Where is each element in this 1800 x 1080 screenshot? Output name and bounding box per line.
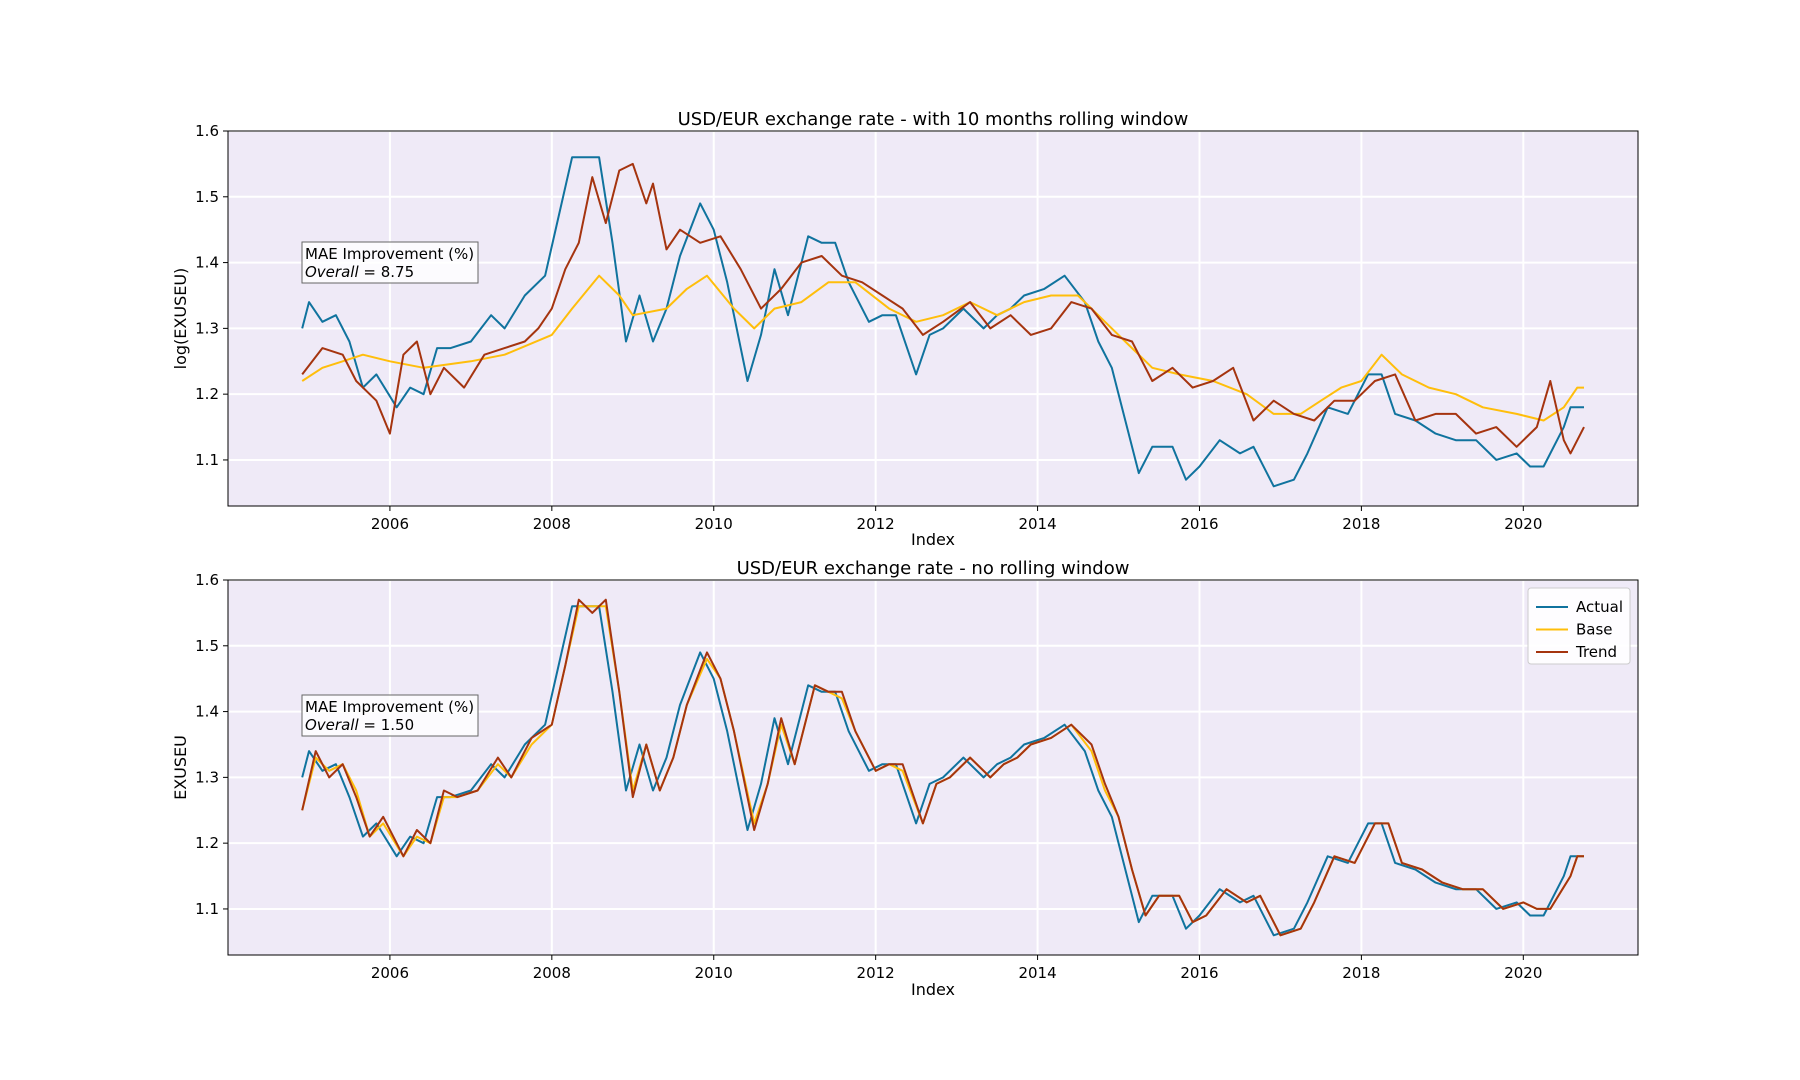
x-tick-label: 2008: [533, 964, 571, 982]
chart-title: USD/EUR exchange rate - no rolling windo…: [737, 558, 1130, 579]
y-tick-label: 1.3: [195, 768, 219, 786]
plot-frame: [227, 130, 1639, 507]
x-tick-label: 2020: [1504, 515, 1542, 533]
y-tick-label: 1.2: [195, 834, 219, 852]
x-tick-label: 2016: [1180, 964, 1218, 982]
x-axis-label: Index: [911, 530, 955, 549]
x-tick-label: 2018: [1342, 515, 1380, 533]
plot-frame: [227, 579, 1639, 956]
y-tick-label: 1.5: [195, 637, 219, 655]
annotation-line2: Overall = 1.50: [305, 716, 414, 734]
series-line-trend: [301, 162, 1585, 455]
y-tick-label: 1.3: [195, 319, 219, 337]
x-tick-label: 2008: [533, 515, 571, 533]
chart-panel-2: 2006 2008 2010 2012 2014 2016 2018 2020 1.1 1.2 1.…: [171, 558, 1639, 999]
y-tick-label: 1.4: [195, 703, 219, 721]
mae-annotation: MAE Improvement (%)Overall = 8.75: [301, 241, 479, 284]
x-tick-label: 2010: [695, 964, 733, 982]
annotation-box: [301, 694, 479, 737]
y-axis-label: log(EXUSEU): [171, 268, 190, 370]
chart-title: USD/EUR exchange rate - with 10 months r…: [678, 109, 1189, 130]
x-tick-label: 2006: [371, 964, 409, 982]
legend: Actual Base Trend: [1527, 587, 1631, 665]
annotation-label: Overall: [305, 263, 359, 281]
annotation-box: [301, 241, 479, 284]
mae-annotation: MAE Improvement (%)Overall = 1.50: [301, 694, 479, 737]
y-axis-label: EXUSEU: [171, 735, 190, 800]
legend-label-actual: Actual: [1576, 598, 1623, 616]
annotation-value: = 1.50: [359, 716, 415, 734]
plot-background: [228, 580, 1638, 955]
x-axis-label: Index: [911, 980, 955, 999]
x-tick-label: 2012: [857, 964, 895, 982]
y-tick-label: 1.1: [195, 451, 219, 469]
y-tick-label: 1.6: [195, 122, 219, 140]
series-line-trend: [301, 598, 1584, 937]
annotation-label: Overall: [305, 716, 359, 734]
legend-label-trend: Trend: [1575, 643, 1617, 661]
y-tick-label: 1.1: [195, 900, 219, 918]
annotation-line1: MAE Improvement (%): [305, 245, 474, 263]
annotation-line2: Overall = 8.75: [305, 263, 414, 281]
x-tick-label: 2014: [1018, 964, 1056, 982]
y-tick-label: 1.6: [195, 571, 219, 589]
x-tick-label: 2012: [857, 515, 895, 533]
chart-panel-1: 2006 2008 2010 2012 2014 2016 2018 2020 1.1 1.2 1.…: [171, 109, 1639, 549]
annotation-value: = 8.75: [359, 263, 415, 281]
series-line-actual: [301, 156, 1584, 488]
x-tick-label: 2006: [371, 515, 409, 533]
x-tick-label: 2020: [1504, 964, 1542, 982]
series-line-actual: [301, 605, 1584, 937]
x-tick-label: 2010: [695, 515, 733, 533]
y-tick-label: 1.5: [195, 188, 219, 206]
annotation-line1: MAE Improvement (%): [305, 698, 474, 716]
y-tick-label: 1.4: [195, 254, 219, 272]
legend-label-base: Base: [1576, 621, 1613, 639]
x-tick-label: 2018: [1342, 964, 1380, 982]
x-tick-label: 2016: [1180, 515, 1218, 533]
y-tick-label: 1.2: [195, 385, 219, 403]
x-tick-label: 2014: [1018, 515, 1056, 533]
